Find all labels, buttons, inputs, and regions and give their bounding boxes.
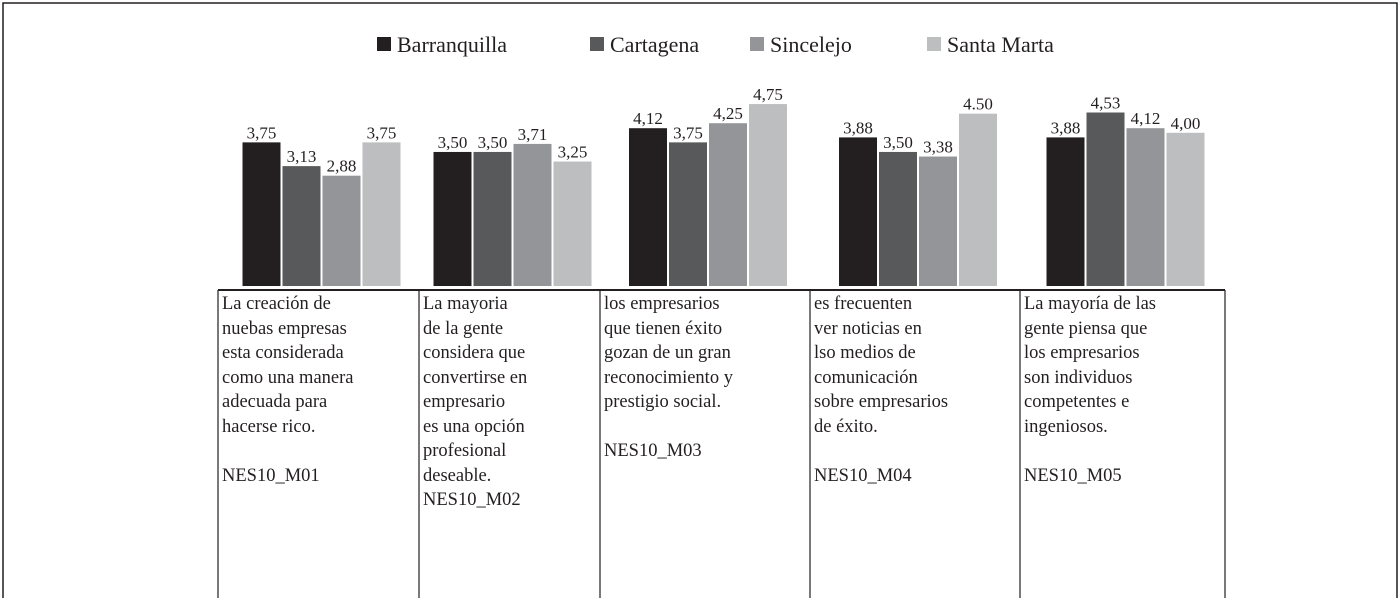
bar (629, 128, 667, 286)
bar (433, 151, 472, 286)
bar (1086, 112, 1125, 286)
data-label: 4,25 (713, 104, 743, 123)
data-label: 4,12 (1131, 109, 1161, 128)
bar (839, 137, 877, 286)
category-label: los empresarios que tienen éxito gozan d… (604, 294, 733, 461)
category-label: La mayoría de las gente piensa que los e… (1024, 294, 1157, 486)
data-label: 3,71 (518, 125, 548, 144)
bar (553, 161, 592, 286)
data-label: 4,12 (633, 109, 663, 128)
bar (959, 113, 997, 287)
bar (709, 123, 747, 286)
data-label: 3,25 (558, 143, 588, 162)
category-label: La mayoria de la gente considera que con… (423, 294, 528, 510)
legend-label: Santa Marta (947, 32, 1054, 57)
data-label: 4,75 (753, 85, 783, 104)
data-label: 2,88 (327, 157, 357, 176)
data-label: 4.50 (963, 95, 993, 114)
bar (473, 151, 512, 286)
data-label: 3,50 (438, 133, 468, 152)
data-label: 3,50 (478, 133, 508, 152)
legend-swatch (377, 37, 391, 51)
data-label: 3,75 (247, 123, 277, 142)
legend-label: Sincelejo (770, 32, 852, 57)
bar (322, 175, 361, 286)
legend-swatch (590, 37, 604, 51)
data-label: 3,88 (1051, 118, 1081, 137)
bar (362, 142, 401, 286)
bar (282, 166, 321, 286)
data-label: 3,75 (673, 123, 703, 142)
data-label: 3,88 (843, 118, 873, 137)
category-label: La creación de nuebas empresas esta cons… (222, 294, 354, 486)
data-label: 3,75 (367, 123, 397, 142)
bar (669, 142, 707, 286)
bar (1126, 128, 1165, 286)
legend-swatch (927, 37, 941, 51)
data-label: 3,50 (883, 133, 913, 152)
legend-swatch (750, 37, 764, 51)
bar (879, 151, 917, 286)
bar (919, 156, 957, 286)
bar (242, 142, 281, 286)
data-label: 3,13 (287, 147, 317, 166)
bar (1046, 137, 1085, 286)
bar (513, 143, 552, 286)
category-label: es frecuenten ver noticias en lso medios… (814, 294, 949, 486)
data-label: 4,00 (1171, 114, 1201, 133)
legend-label: Barranquilla (397, 32, 507, 57)
bar (1166, 132, 1205, 286)
bar (749, 104, 787, 286)
data-label: 3,38 (923, 138, 953, 157)
legend-label: Cartagena (610, 32, 699, 57)
data-label: 4,53 (1091, 94, 1121, 113)
